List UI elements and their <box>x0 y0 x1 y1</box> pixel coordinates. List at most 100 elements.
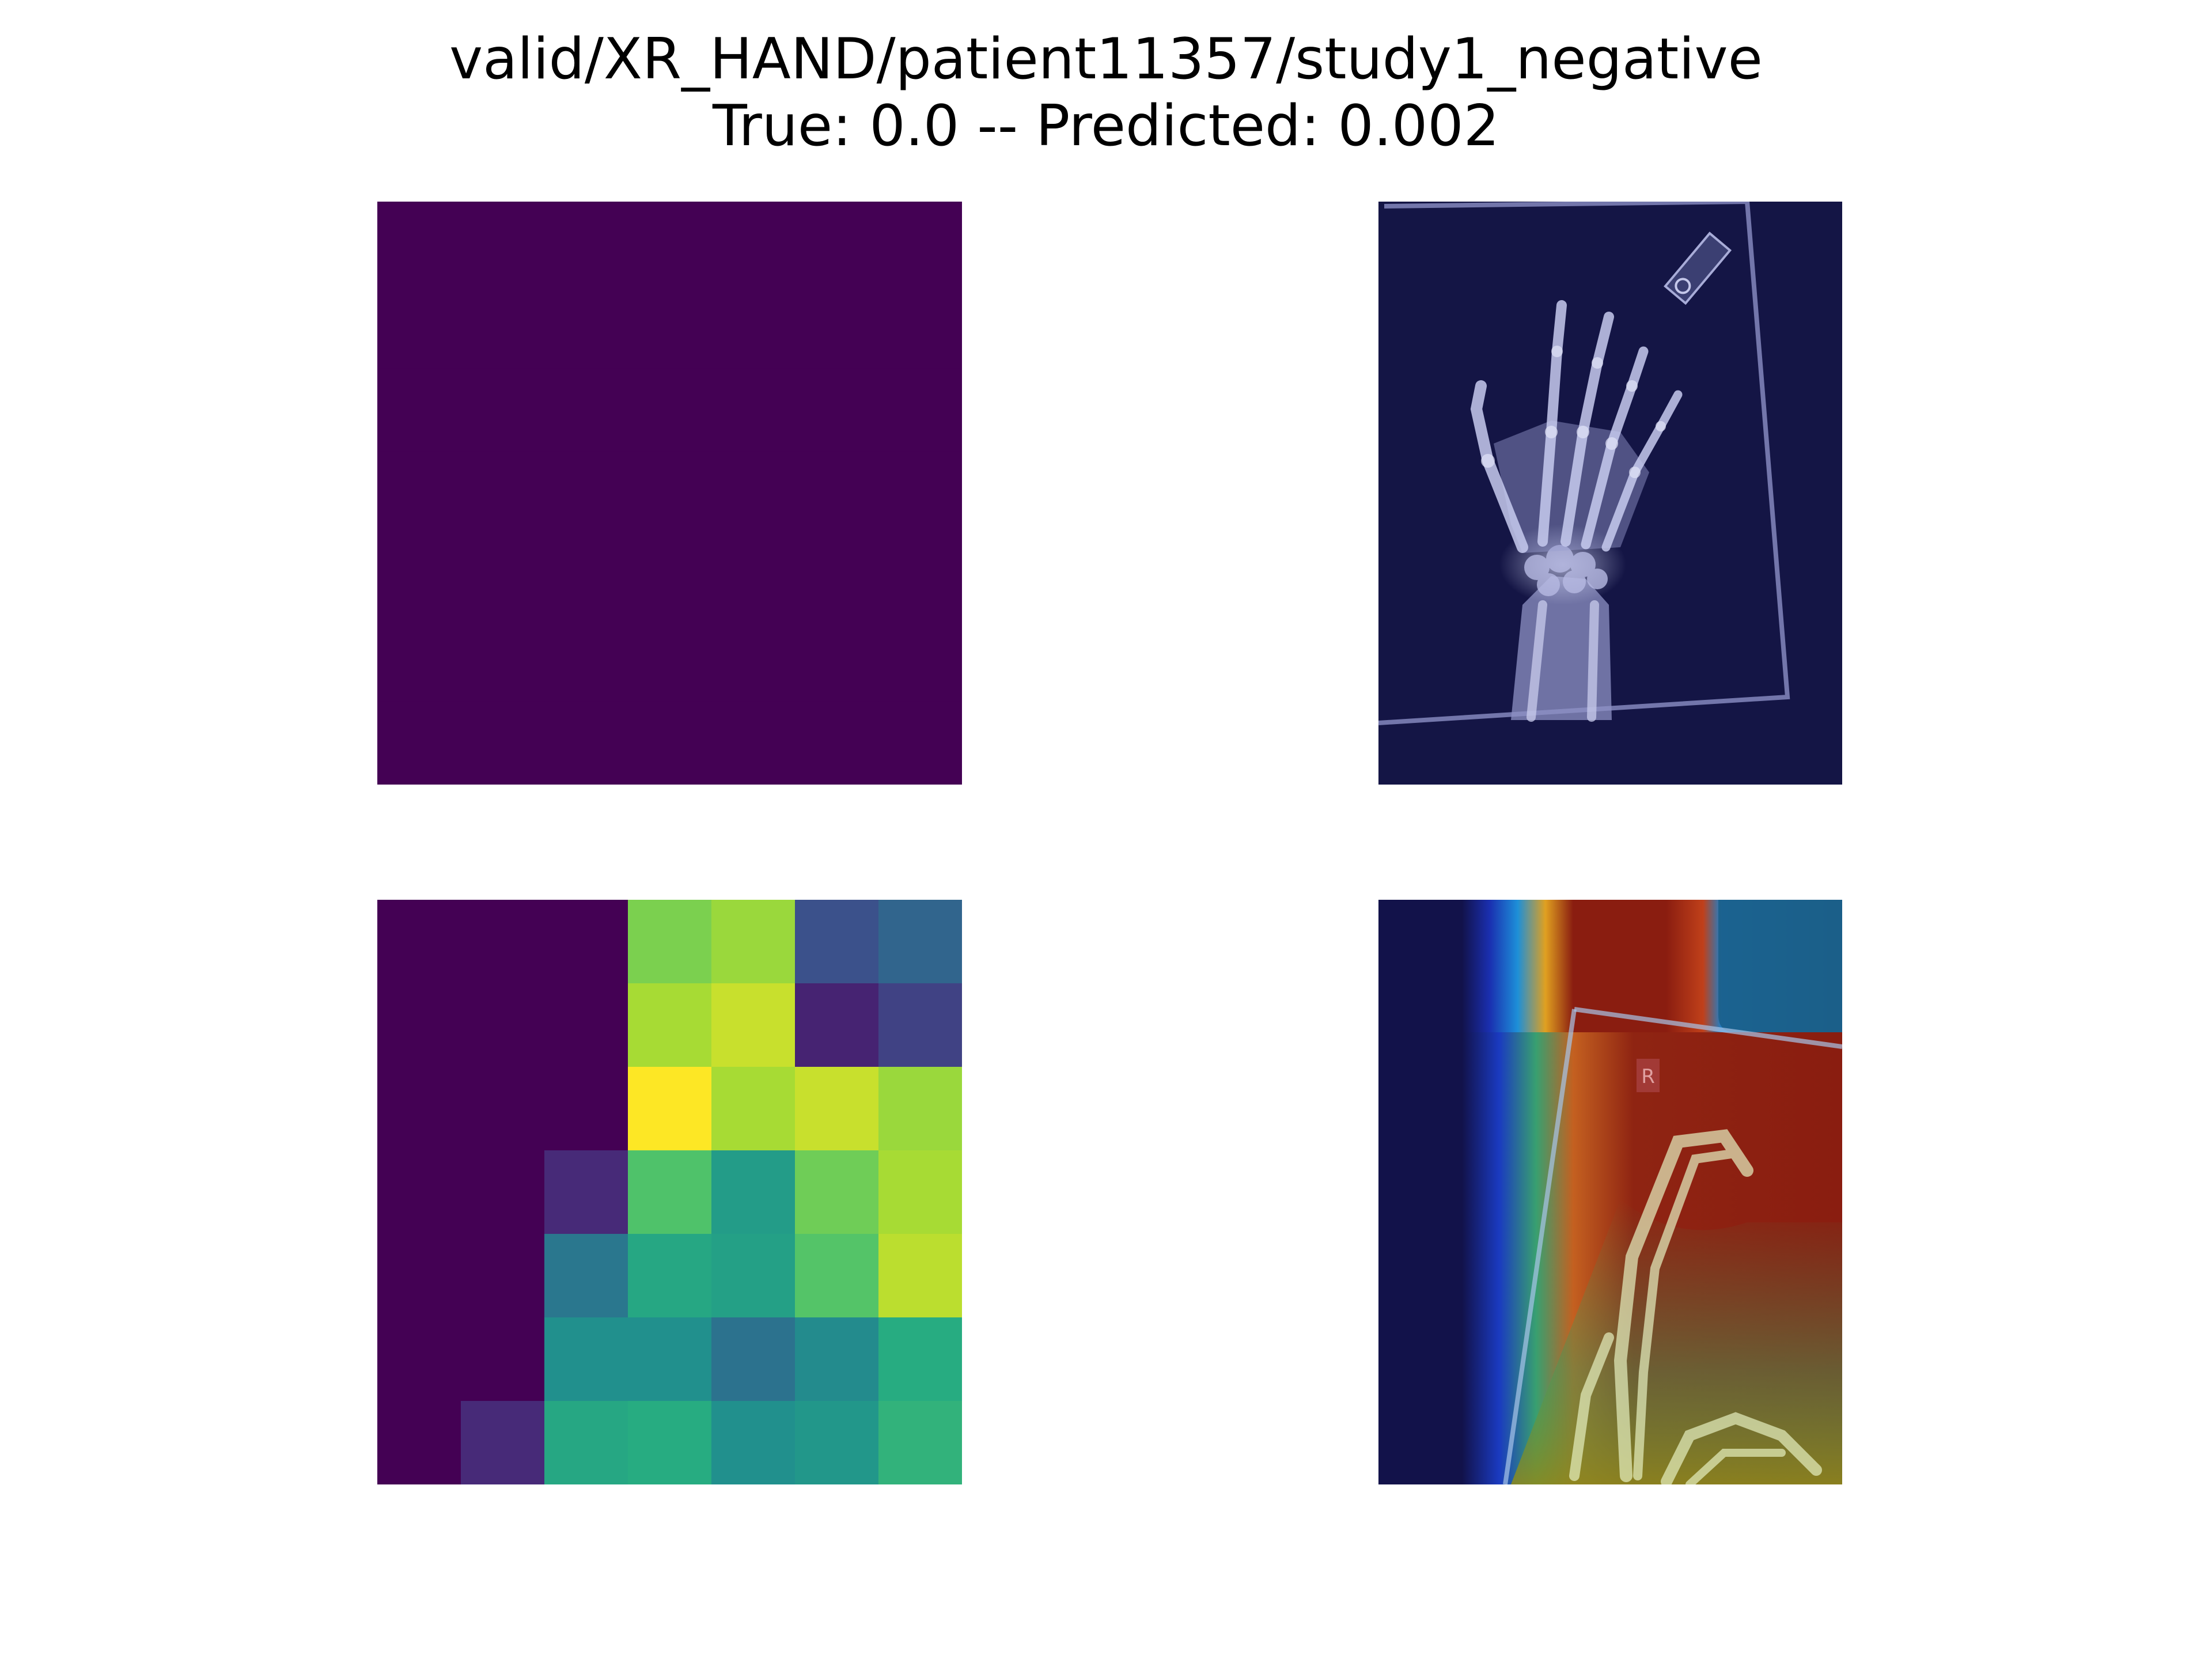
heatmap-bottom-left-cell-r4-c3 <box>628 1234 712 1318</box>
heatmap-bottom-left-cell-r4-c6 <box>878 1234 962 1318</box>
heatmap-top-left-cell-r3-c2 <box>544 451 628 535</box>
heatmap-top-left-cell-r6-c5 <box>795 701 879 785</box>
heatmap-bottom-left-cell-r6-c6 <box>878 1401 962 1484</box>
heatmap-top-left-cell-r4-c6 <box>878 535 962 619</box>
heatmap-bottom-left-cell-r3-c3 <box>628 1150 712 1234</box>
heatmap-bottom-left-cell-r2-c0 <box>377 1067 461 1151</box>
heatmap-bottom-left-cell-r2-c6 <box>878 1067 962 1151</box>
heatmap-top-left-cell-r1-c1 <box>461 285 545 369</box>
heatmap-top-left-cell-r3-c6 <box>878 451 962 535</box>
heatmap-bottom-left-cell-r5-c0 <box>377 1317 461 1402</box>
heatmap-bottom-left-cell-r2-c1 <box>461 1067 545 1151</box>
heatmap-panel-top-left <box>377 202 962 785</box>
heatmap-bottom-left-cell-r3-c5 <box>795 1150 879 1234</box>
heatmap-bottom-left-cell-r4-c4 <box>711 1234 796 1318</box>
heatmap-bottom-left-cell-r2-c5 <box>795 1067 879 1151</box>
heatmap-bottom-left-cell-r3-c0 <box>377 1150 461 1234</box>
film-plate-edge-top <box>1574 1007 1842 1049</box>
heatmap-bottom-left-cell-r6-c3 <box>628 1401 712 1484</box>
xray-panel-top-right <box>1378 202 1842 785</box>
heatmap-bottom-left-cell-r0-c6 <box>878 900 962 984</box>
heatmap-top-left-cell-r5-c0 <box>377 618 461 702</box>
xray-heat-overlay-image: R <box>1378 900 1842 1484</box>
heatmap-top-left-cell-r5-c4 <box>711 618 796 702</box>
heatmap-top-left-cell-r2-c4 <box>711 368 796 452</box>
heatmap-top-left-cell-r4-c4 <box>711 535 796 619</box>
overlay-finger-bones <box>1569 1129 1822 1484</box>
heatmap-top-left-cell-r0-c4 <box>711 202 796 286</box>
heatmap-top-left-cell-r0-c6 <box>878 202 962 286</box>
heatmap-top-left-cell-r3-c5 <box>795 451 879 535</box>
heatmap-top-left-cell-r6-c6 <box>878 701 962 785</box>
heatmap-top-left-cell-r3-c4 <box>711 451 796 535</box>
heatmap-top-left-cell-r6-c3 <box>628 701 712 785</box>
heatmap-bottom-left-cell-r4-c0 <box>377 1234 461 1318</box>
heatmap-bottom-left-cell-r1-c3 <box>628 983 712 1067</box>
heatmap-bottom-left-cell-r5-c6 <box>878 1317 962 1402</box>
heatmap-top-left-cell-r2-c5 <box>795 368 879 452</box>
side-marker-icon <box>1664 232 1732 305</box>
finger-bones <box>1470 300 1683 553</box>
heatmap-bottom-left-cell-r1-c1 <box>461 983 545 1067</box>
heatmap-top-left-cell-r0-c2 <box>544 202 628 286</box>
heatmap-top-left-cell-r4-c3 <box>628 535 712 619</box>
heatmap-top-left-cell-r4-c2 <box>544 535 628 619</box>
heatmap-top-left-cell-r1-c2 <box>544 285 628 369</box>
heatmap-bottom-left-cell-r4-c2 <box>544 1234 628 1318</box>
heatmap-top-left-cell-r6-c2 <box>544 701 628 785</box>
heatmap-bottom-left-cell-r4-c1 <box>461 1234 545 1318</box>
heatmap-top-left-cell-r6-c0 <box>377 701 461 785</box>
heatmap-bottom-left-cell-r5-c5 <box>795 1317 879 1402</box>
heatmap-top-left-cell-r2-c3 <box>628 368 712 452</box>
heatmap-bottom-left-cell-r1-c0 <box>377 983 461 1067</box>
heatmap-bottom-left-cell-r3-c4 <box>711 1150 796 1234</box>
heatmap-top-left <box>377 202 962 785</box>
side-marker-badge <box>1637 1059 1660 1092</box>
heatmap-top-left-cell-r1-c0 <box>377 285 461 369</box>
figure-title-line-2: True: 0.0 -- Predicted: 0.002 <box>713 93 1499 159</box>
heatmap-top-left-cell-r3-c3 <box>628 451 712 535</box>
heatmap-top-left-cell-r4-c0 <box>377 535 461 619</box>
heatmap-bottom-left-cell-r6-c0 <box>377 1401 461 1484</box>
heatmap-bottom-left-cell-r0-c1 <box>461 900 545 984</box>
heatmap-bottom-left-cell-r0-c3 <box>628 900 712 984</box>
heatmap-top-left-cell-r3-c1 <box>461 451 545 535</box>
heatmap-bottom-left-cell-r1-c5 <box>795 983 879 1067</box>
heatmap-bottom-left-cell-r0-c4 <box>711 900 796 984</box>
heatmap-top-left-cell-r5-c5 <box>795 618 879 702</box>
heatmap-bottom-left-cell-r6-c2 <box>544 1401 628 1484</box>
overlay-panel-bottom-right: R <box>1378 900 1842 1484</box>
finger-joints <box>1481 346 1666 478</box>
heatmap-bottom-left-cell-r5-c2 <box>544 1317 628 1402</box>
heatmap-top-left-cell-r5-c3 <box>628 618 712 702</box>
heatmap-top-left-cell-r4-c1 <box>461 535 545 619</box>
heatmap-top-left-cell-r2-c1 <box>461 368 545 452</box>
heatmap-top-left-cell-r2-c0 <box>377 368 461 452</box>
heatmap-top-left-cell-r0-c0 <box>377 202 461 286</box>
carpal-cluster <box>1524 545 1608 596</box>
heatmap-top-left-cell-r1-c5 <box>795 285 879 369</box>
heatmap-bottom-left-cell-r0-c0 <box>377 900 461 984</box>
heatmap-bottom-left-cell-r2-c4 <box>711 1067 796 1151</box>
heatmap-bottom-left-cell-r1-c4 <box>711 983 796 1067</box>
heatmap-top-left-cell-r1-c3 <box>628 285 712 369</box>
heatmap-top-left-cell-r0-c1 <box>461 202 545 286</box>
heatmap-top-left-cell-r0-c3 <box>628 202 712 286</box>
heatmap-bottom-left-cell-r2-c3 <box>628 1067 712 1151</box>
heatmap-top-left-cell-r1-c6 <box>878 285 962 369</box>
heatmap-bottom-left-cell-r5-c3 <box>628 1317 712 1402</box>
heatmap-bottom-left-cell-r0-c2 <box>544 900 628 984</box>
heatmap-bottom-left-cell-r6-c1 <box>461 1401 545 1484</box>
heatmap-top-left-cell-r3-c0 <box>377 451 461 535</box>
heatmap-top-left-cell-r0-c5 <box>795 202 879 286</box>
side-marker-label: R <box>1641 1065 1655 1088</box>
radius-ulna <box>1527 600 1599 722</box>
heatmap-bottom-left <box>377 900 962 1484</box>
figure-title-line-1: valid/XR_HAND/patient11357/study1_negati… <box>449 26 1763 92</box>
heatmap-bottom-left-cell-r6-c5 <box>795 1401 879 1484</box>
film-plate-edge-left <box>1503 1009 1577 1484</box>
heatmap-top-left-cell-r4-c5 <box>795 535 879 619</box>
heatmap-top-left-cell-r5-c2 <box>544 618 628 702</box>
heatmap-bottom-left-cell-r5-c1 <box>461 1317 545 1402</box>
heatmap-top-left-cell-r6-c4 <box>711 701 796 785</box>
